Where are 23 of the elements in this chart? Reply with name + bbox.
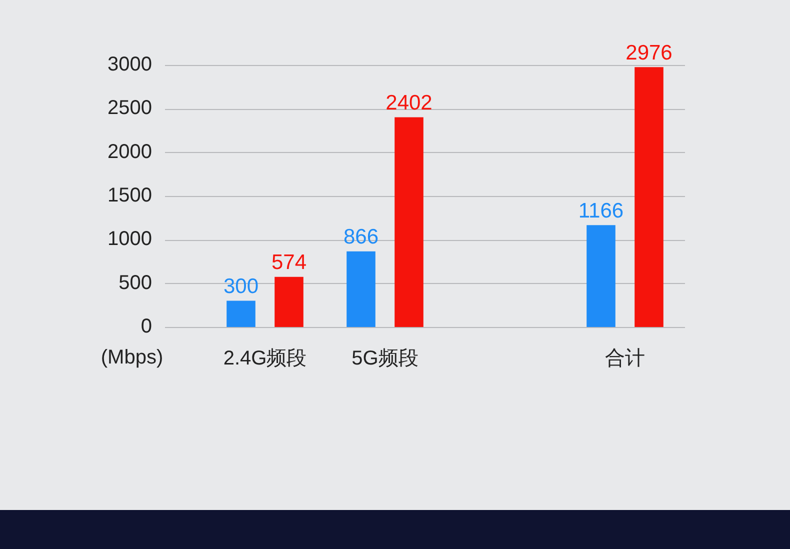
- bar: [634, 67, 664, 327]
- y-tick-label: 1000: [108, 228, 152, 250]
- data-label: 2976: [626, 41, 672, 64]
- data-label: 574: [271, 251, 307, 274]
- bar: [274, 276, 304, 327]
- x-tick-label: 5G频段: [352, 348, 418, 370]
- y-tick-label: 0: [140, 316, 152, 338]
- x-tick-label: 合计: [605, 348, 645, 370]
- data-label: 2402: [386, 92, 432, 115]
- bar: [346, 251, 376, 327]
- data-label: 1166: [578, 199, 624, 222]
- y-axis-title: (Mbps): [100, 346, 164, 369]
- y-tick-label: 3000: [108, 54, 152, 76]
- y-tick-label: 2500: [108, 97, 152, 120]
- y-tick-label: 1500: [108, 184, 152, 207]
- x-tick-label: 2.4G频段: [223, 348, 307, 370]
- bar: [226, 300, 256, 327]
- y-tick-label: 500: [118, 272, 152, 294]
- data-label: 300: [223, 275, 259, 298]
- bar: [394, 117, 424, 327]
- bar: [586, 225, 616, 327]
- y-tick-label: 2000: [108, 140, 152, 163]
- data-label: 866: [343, 226, 379, 249]
